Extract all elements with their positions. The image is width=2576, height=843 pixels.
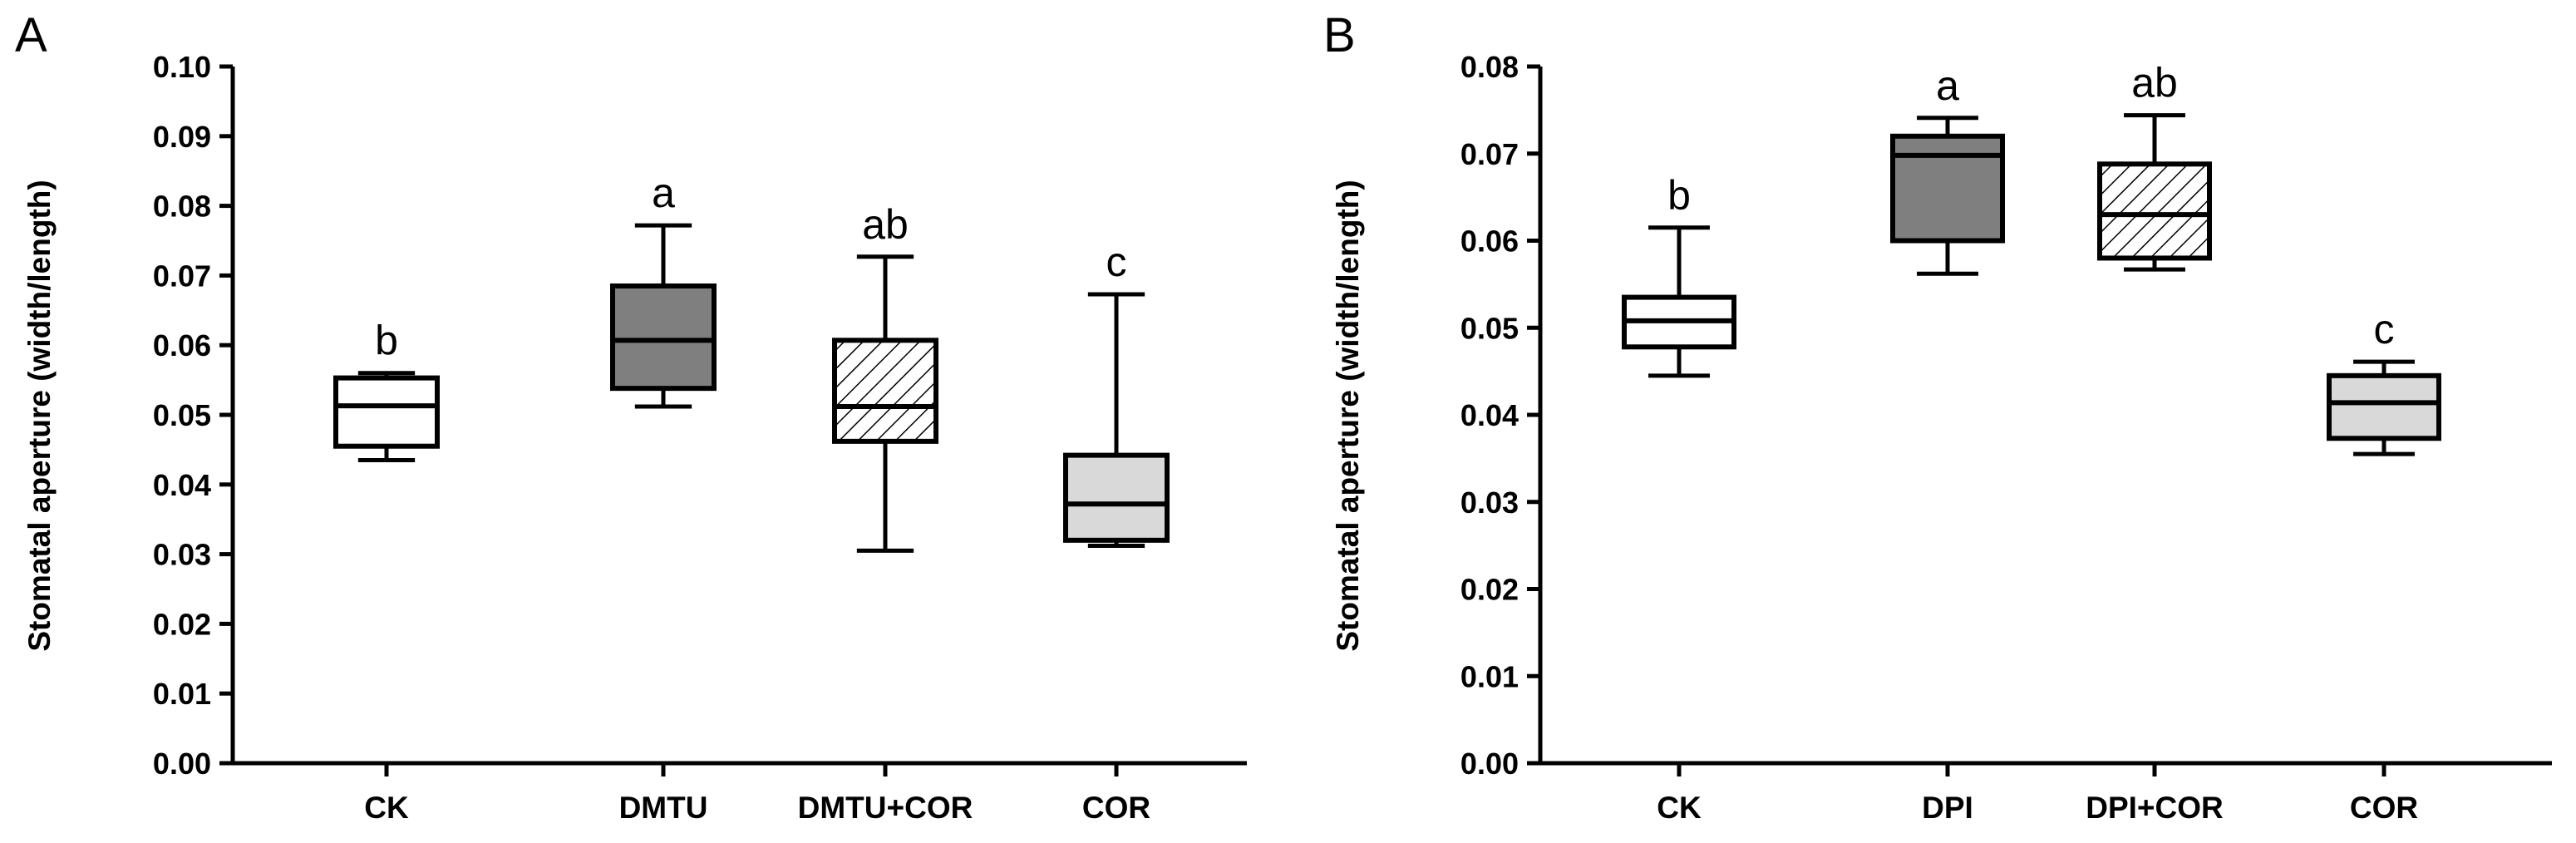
y-tick-label: 0.07: [1460, 137, 1519, 171]
y-tick-label: 0.02: [1460, 573, 1519, 607]
box-iqr: [2327, 372, 2441, 441]
category-label: CK: [1657, 791, 1702, 825]
significance-letter: ab: [862, 201, 909, 248]
panel-a-ticks: 0.00 0.01 0.02 0.03 0.04 0.05 0.06 0.07 0.08 0.09…: [153, 50, 1119, 781]
category-label: COR: [1082, 791, 1150, 825]
panel-b-categories: CK DPI DPI+COR COR: [1657, 791, 2418, 825]
y-tick-label: 0.00: [1460, 747, 1519, 781]
box-cor: c: [1063, 239, 1170, 549]
box-dpi-cor: ab: [2097, 60, 2212, 272]
category-label: DPI+COR: [2086, 791, 2224, 825]
panel-b-ticks: 0.00 0.01 0.02 0.03 0.04 0.05 0.06 0.07 0.08: [1460, 50, 2386, 781]
panel-b: B Stomatal aperture (width/length) 0.000…: [1323, 8, 2552, 825]
y-tick-label: 0.00: [153, 747, 211, 781]
panel-b-boxes: b a ab c: [1622, 60, 2441, 456]
y-tick-label: 0.07: [153, 259, 211, 293]
box-iqr: [1890, 133, 2005, 244]
panel-a-letter: A: [15, 8, 47, 62]
panel-b-ylabel: Stomatal aperture (width/length): [1331, 180, 1365, 651]
y-tick-label: 0.06: [1460, 224, 1519, 259]
box-dmtu-cor: ab: [832, 201, 938, 553]
panel-a: A Stomatal aperture (width/length) 0.000…: [15, 8, 1247, 825]
significance-letter: a: [652, 170, 675, 216]
box-iqr: [832, 338, 938, 444]
category-label: COR: [2350, 791, 2418, 825]
category-label: DPI: [1922, 791, 1973, 825]
box-ck: b: [1622, 172, 1736, 378]
box-iqr: [333, 375, 440, 449]
y-tick-label: 0.04: [153, 468, 211, 502]
y-tick-label: 0.05: [1460, 311, 1519, 345]
y-tick-label: 0.03: [1460, 486, 1519, 520]
significance-letter: c: [1106, 239, 1127, 285]
y-tick-label: 0.05: [153, 398, 211, 432]
significance-letter: b: [1667, 172, 1691, 219]
y-tick-label: 0.08: [1460, 50, 1519, 84]
panel-b-letter: B: [1323, 8, 1356, 62]
significance-letter: b: [375, 318, 398, 364]
box-cor: c: [2327, 306, 2441, 456]
category-label: CK: [364, 791, 409, 825]
y-tick-label: 0.01: [153, 677, 211, 711]
y-tick-label: 0.04: [1460, 398, 1519, 432]
category-label: DMTU: [619, 791, 708, 825]
box-iqr: [2097, 161, 2212, 261]
box-dmtu: a: [610, 170, 717, 409]
significance-letter: ab: [2131, 60, 2178, 106]
y-tick-label: 0.06: [153, 328, 211, 362]
panel-a-categories: CK DMTU DMTU+COR COR: [364, 791, 1150, 825]
box-dpi: a: [1890, 62, 2005, 276]
box-iqr: [610, 283, 717, 392]
y-tick-label: 0.01: [1460, 659, 1519, 693]
y-tick-label: 0.03: [153, 538, 211, 572]
y-tick-label: 0.08: [153, 190, 211, 224]
panel-a-boxes: b a ab c: [333, 170, 1170, 553]
y-tick-label: 0.09: [153, 120, 211, 154]
significance-letter: c: [2374, 306, 2395, 352]
box-iqr: [1063, 452, 1170, 543]
y-tick-label: 0.02: [153, 607, 211, 641]
category-label: DMTU+COR: [798, 791, 973, 825]
panel-a-ylabel: Stomatal aperture (width/length): [22, 180, 57, 651]
box-ck: b: [333, 318, 440, 462]
significance-letter: a: [1936, 62, 1959, 109]
y-tick-label: 0.10: [153, 50, 211, 84]
